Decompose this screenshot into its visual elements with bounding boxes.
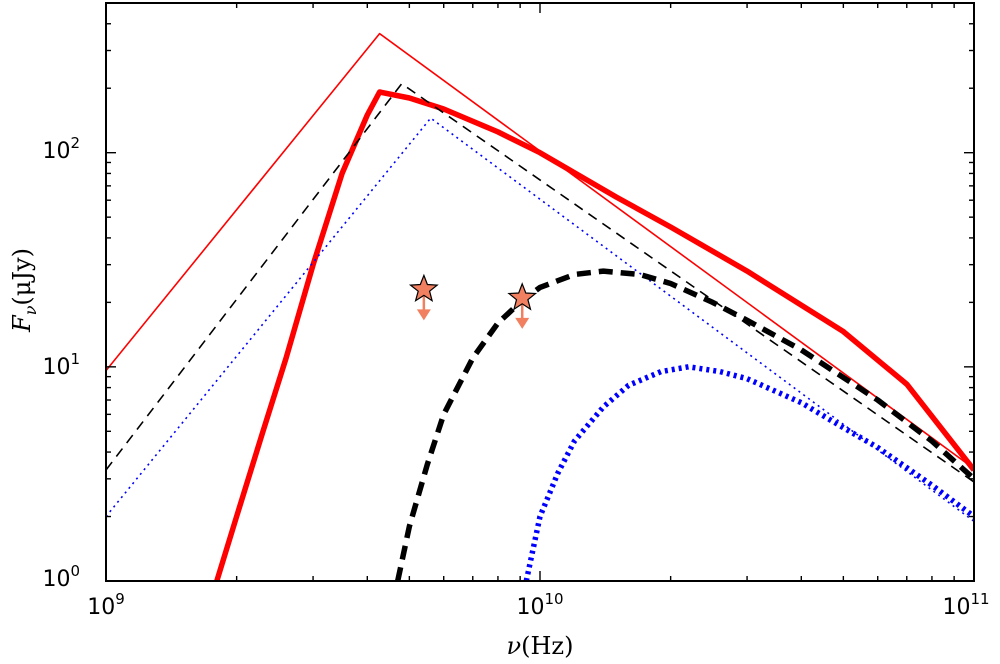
y-tick-label-1e2: 102 [42, 134, 80, 164]
plot-frame [105, 2, 975, 582]
series-thick-black-dashed [395, 268, 974, 581]
upper-limit-arrow-head [416, 309, 431, 321]
x-tick-label-1e11: 1011 [942, 590, 989, 620]
x-axis-label: ν(Hz) [507, 632, 574, 660]
x-tick-label-1e9: 109 [87, 590, 125, 620]
axis-ticks [105, 2, 975, 582]
series-thick-red-solid [214, 89, 974, 581]
series-thin-red-solid [106, 32, 974, 470]
series-thin-blue-dotted [106, 117, 974, 522]
upper-limit-arrow-head [515, 317, 530, 329]
series-thick-blue-dotted [523, 364, 974, 581]
upper-limit-markers [408, 273, 538, 329]
upper-limit-1 [408, 273, 439, 321]
series-layer [106, 32, 974, 581]
upper-limit-2 [507, 282, 538, 329]
y-tick-label-1e0: 100 [42, 562, 80, 592]
series-thin-black-dashed [106, 82, 974, 483]
x-tick-label-1e10: 1010 [516, 590, 563, 620]
upper-limit-star [507, 282, 538, 311]
y-axis-label: Fν(μJy) [8, 248, 40, 333]
y-tick-label-1e1: 101 [42, 350, 80, 380]
upper-limit-star [408, 273, 439, 303]
